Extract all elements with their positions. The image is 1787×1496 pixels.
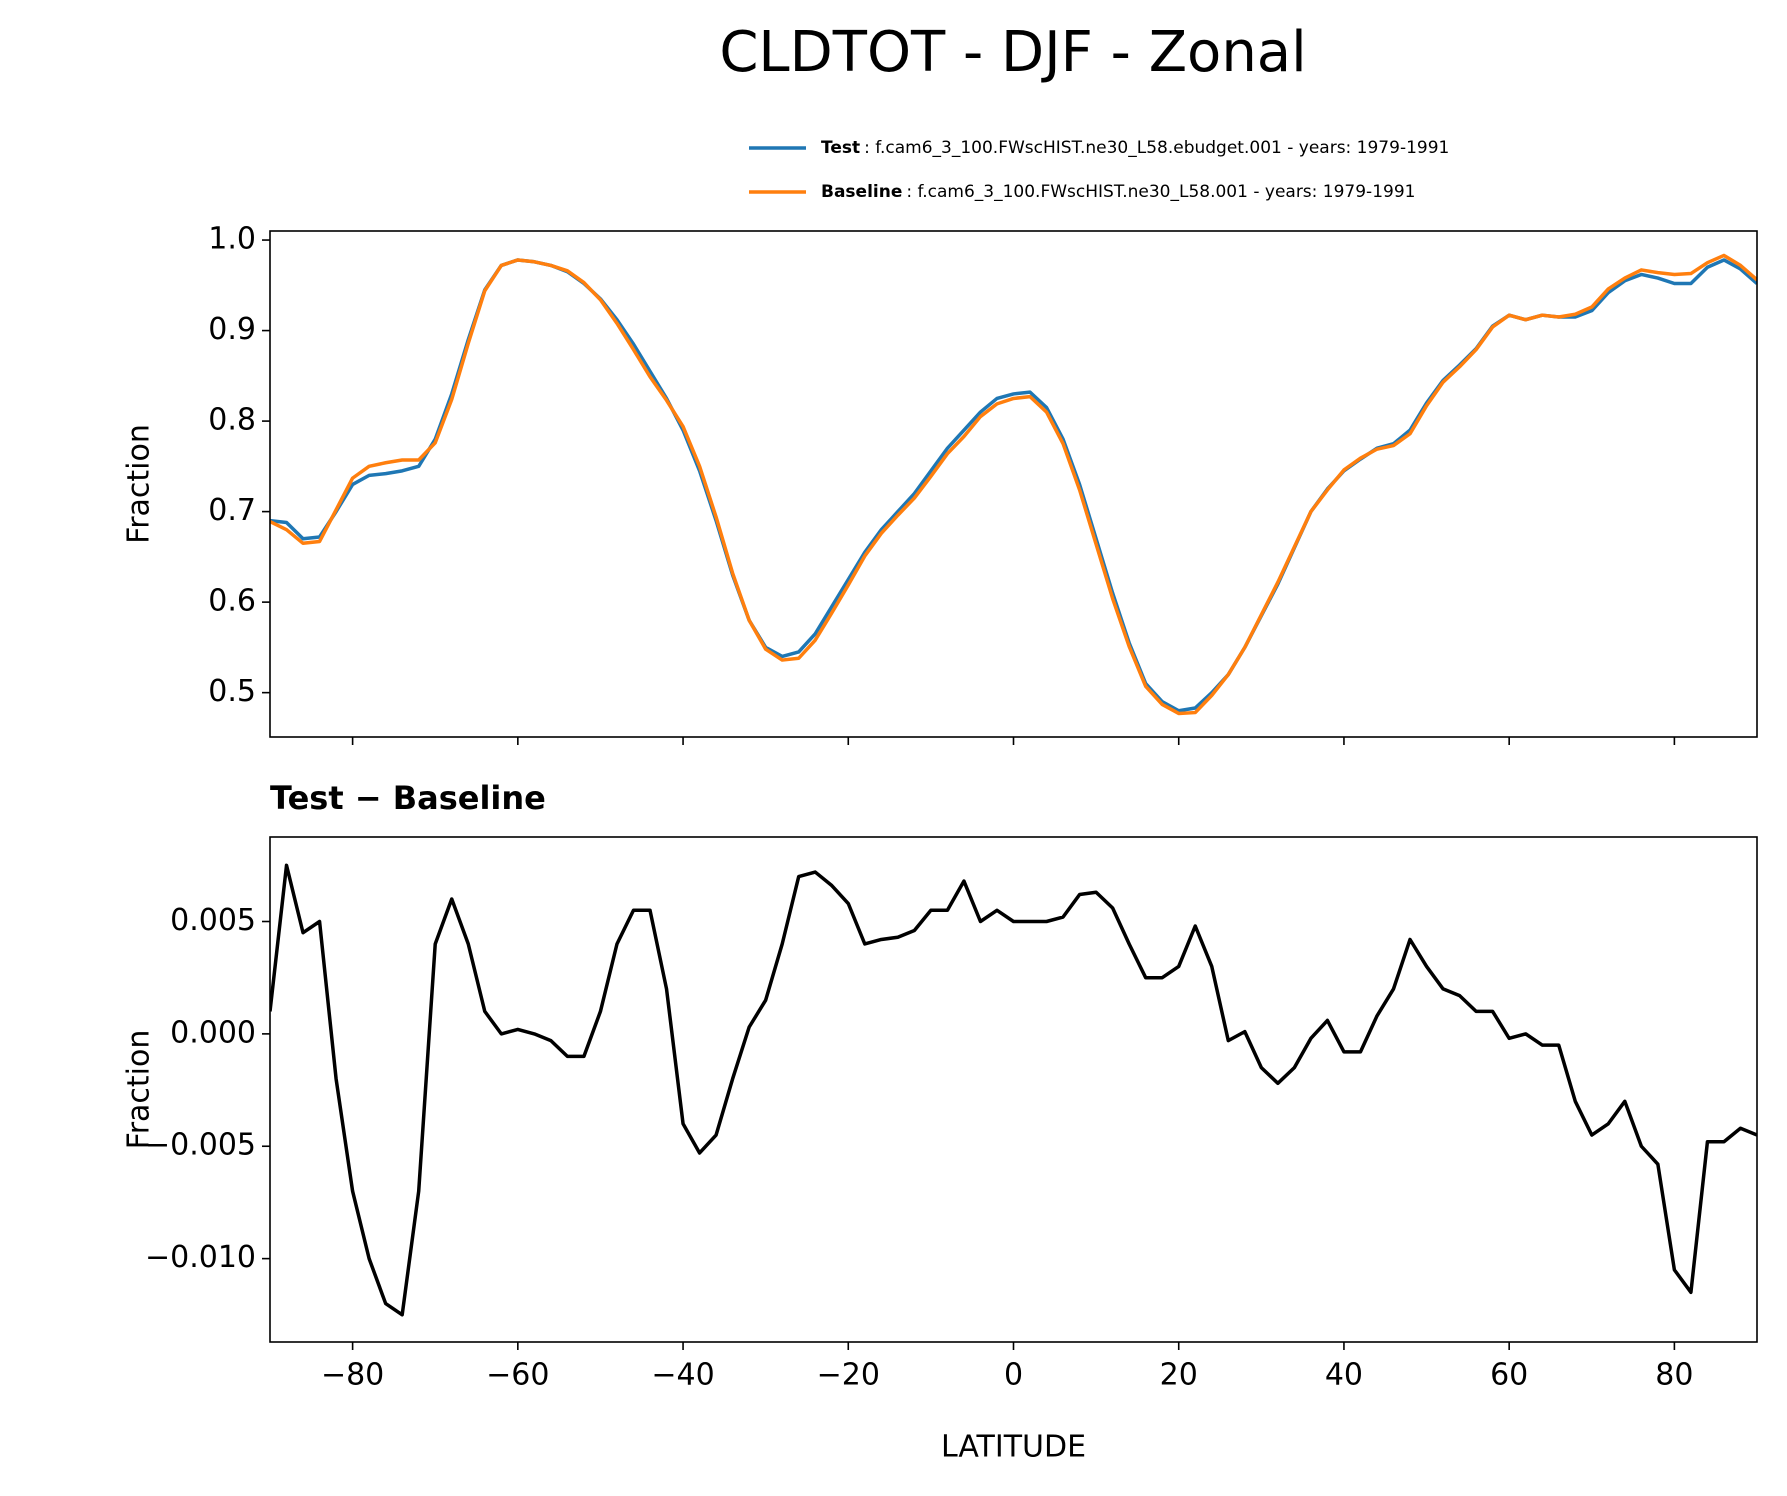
data-line <box>270 253 1757 716</box>
y-tick-label: 1.0 <box>208 222 256 257</box>
subplot-title: Test − Baseline <box>270 779 546 817</box>
x-tick-label: 40 <box>1325 1358 1363 1393</box>
y-axis-label: Fraction <box>122 1030 157 1150</box>
data-line <box>270 258 1757 713</box>
y-tick-label: 0.7 <box>208 493 256 528</box>
figure-title: CLDTOT - DJF - Zonal <box>719 20 1306 85</box>
y-axis-label: Fraction <box>122 424 157 544</box>
x-tick-label: −60 <box>486 1358 549 1393</box>
legend-description: : f.cam6_3_100.FWscHIST.ne30_L58.001 - y… <box>906 182 1415 202</box>
x-tick-label: 80 <box>1655 1358 1693 1393</box>
x-tick-label: −80 <box>321 1358 384 1393</box>
x-tick-label: 0 <box>1004 1358 1023 1393</box>
legend-description: : f.cam6_3_100.FWscHIST.ne30_L58.ebudget… <box>864 138 1449 158</box>
y-tick-label: 0.000 <box>170 1015 256 1050</box>
legend-text: Baseline: f.cam6_3_100.FWscHIST.ne30_L58… <box>821 182 1415 202</box>
legend-name: Baseline <box>821 182 902 202</box>
y-tick-label: 0.6 <box>208 584 256 619</box>
data-line <box>270 863 1757 1317</box>
x-tick-label: 20 <box>1160 1358 1198 1393</box>
x-tick-label: 60 <box>1490 1358 1528 1393</box>
x-tick-label: −20 <box>817 1358 880 1393</box>
y-tick-label: 0.8 <box>208 403 256 438</box>
y-tick-label: 0.9 <box>208 312 256 347</box>
y-tick-label: 0.005 <box>170 903 256 938</box>
x-axis-label: LATITUDE <box>941 1430 1086 1465</box>
legend-name: Test <box>821 138 860 158</box>
y-tick-label: −0.010 <box>145 1240 256 1275</box>
x-tick-label: −40 <box>651 1358 714 1393</box>
axes-frame <box>269 836 1758 1343</box>
legend-text: Test: f.cam6_3_100.FWscHIST.ne30_L58.ebu… <box>821 138 1449 158</box>
axes-frame <box>269 230 1758 738</box>
y-tick-label: 0.5 <box>208 674 256 709</box>
y-tick-label: −0.005 <box>145 1128 256 1163</box>
